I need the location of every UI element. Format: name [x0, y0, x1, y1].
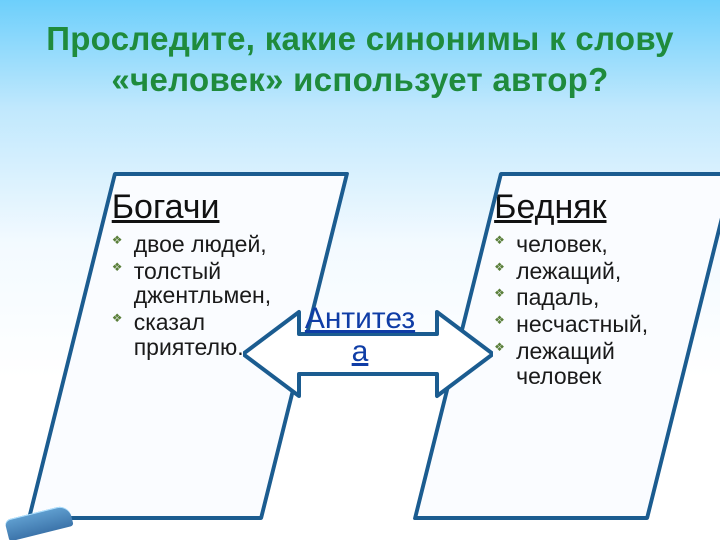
- list-item: человек,: [494, 232, 686, 257]
- list-item: толстый джентльмен,: [112, 259, 304, 309]
- panel-left-heading: Богачи: [112, 190, 304, 226]
- list-item: лежащий,: [494, 259, 686, 284]
- panel-right-heading: Бедняк: [494, 190, 686, 226]
- slide-title: Проследите, какие синонимы к слову «чело…: [40, 18, 680, 101]
- center-label: Антитез а: [0, 302, 720, 368]
- slide: Проследите, какие синонимы к слову «чело…: [0, 0, 720, 540]
- center-label-line1: Антитез: [0, 302, 720, 335]
- center-label-line2: а: [0, 335, 720, 368]
- list-item: двое людей,: [112, 232, 304, 257]
